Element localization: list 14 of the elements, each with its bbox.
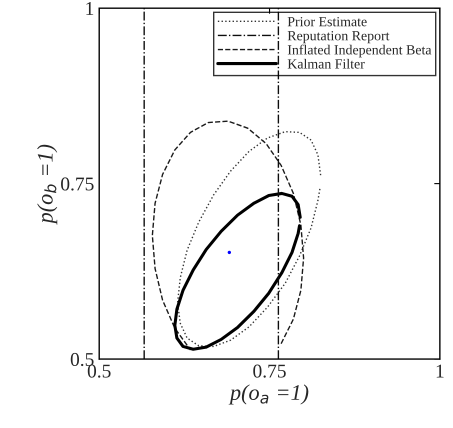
x-tick-label: 0.5 xyxy=(88,364,111,378)
y-tick-label: 0.75 xyxy=(61,177,94,191)
legend-label: Inflated Independent Beta xyxy=(288,44,432,58)
legend-label: Prior Estimate xyxy=(288,16,367,26)
x-tick-label: 1 xyxy=(436,364,444,378)
line-series xyxy=(176,130,322,348)
y-axis-title: p(o$_{b}$ =1) xyxy=(37,144,58,225)
line-series xyxy=(173,192,302,351)
y-tick-label: 1 xyxy=(86,2,94,15)
legend-label: Reputation Report xyxy=(288,31,390,44)
legend-label: Kalman Filter xyxy=(288,58,365,69)
x-tick-label: 0.75 xyxy=(253,364,286,378)
x-axis-title: p(o$_{a}$ =1) xyxy=(228,384,308,405)
y-tick-label: 0.5 xyxy=(70,352,94,366)
